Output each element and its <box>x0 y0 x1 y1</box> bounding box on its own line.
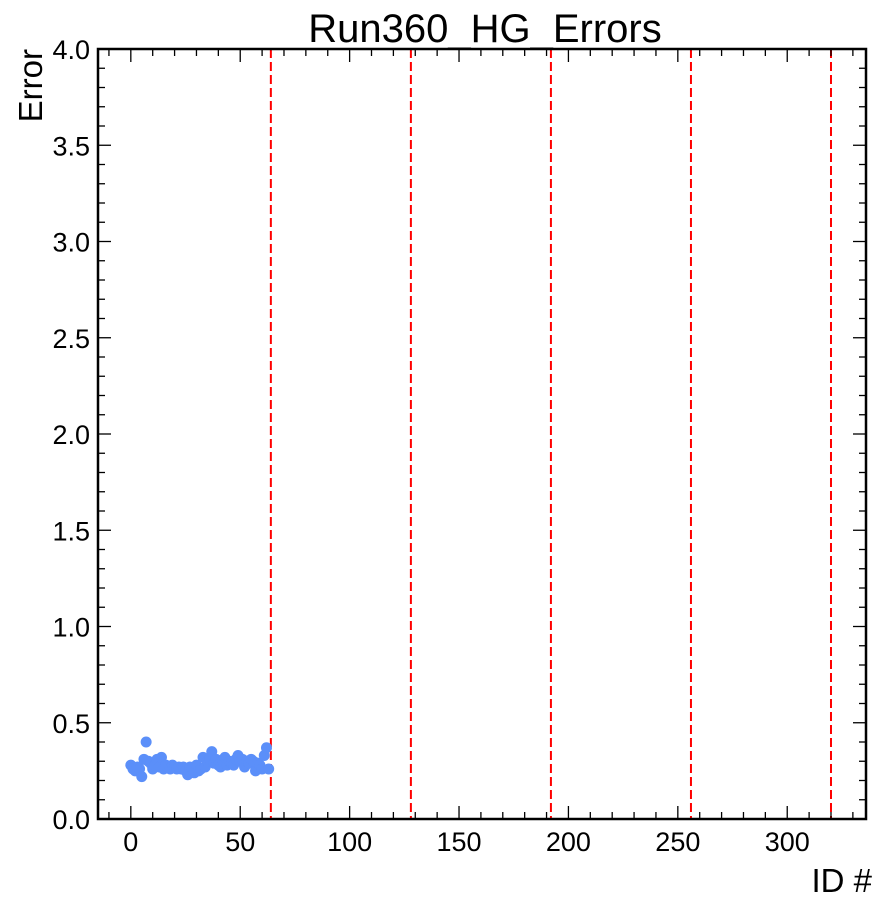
y-tick-label: 3.5 <box>52 131 90 161</box>
x-tick-label: 150 <box>436 827 481 857</box>
y-tick-label: 2.5 <box>52 324 90 354</box>
data-point <box>260 742 272 754</box>
y-tick-label: 0.0 <box>52 805 90 835</box>
x-axis-label: ID # <box>811 862 872 899</box>
y-tick-label: 1.0 <box>52 613 90 643</box>
data-point <box>263 763 275 775</box>
axis-ticks <box>98 48 866 820</box>
x-tick-label: 100 <box>327 827 372 857</box>
y-tick-label: 2.0 <box>52 420 90 450</box>
y-axis-label: Error <box>12 49 49 122</box>
y-tick-labels: 0.0 0.5 1.0 1.5 2.0 2.5 3.0 3.5 4.0 <box>52 35 90 835</box>
x-tick-label: 0 <box>123 827 138 857</box>
data-point <box>136 771 148 783</box>
x-tick-label: 300 <box>765 827 810 857</box>
chart-title: Run360_HG_Errors <box>308 7 662 51</box>
y-tick-label: 4.0 <box>52 35 90 65</box>
x-tick-label: 250 <box>655 827 700 857</box>
y-tick-label: 3.0 <box>52 228 90 258</box>
y-tick-label: 0.5 <box>52 709 90 739</box>
x-tick-label: 200 <box>546 827 591 857</box>
plot-frame <box>96 47 868 821</box>
x-tick-label: 50 <box>225 827 255 857</box>
x-tick-labels: 0 50 100 150 200 250 300 <box>123 827 809 857</box>
data-point <box>140 736 152 748</box>
vertical-reference-lines <box>269 49 832 819</box>
y-tick-label: 1.5 <box>52 516 90 546</box>
scatter-points <box>125 736 275 783</box>
